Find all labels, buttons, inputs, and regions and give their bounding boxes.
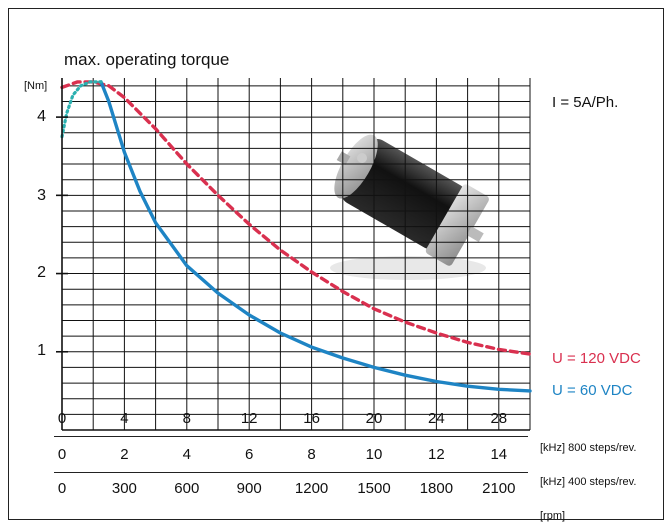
x-axis-unit-800: [kHz] 800 steps/rev.	[540, 442, 637, 454]
x-tick-label: 0	[57, 410, 67, 427]
y-tick-label: 3	[37, 187, 46, 204]
chart-title: max. operating torque	[64, 50, 230, 69]
x-tick-label: 4	[120, 410, 129, 427]
x-tick-label: 8	[182, 410, 191, 427]
x-tick-label: 2	[120, 446, 129, 463]
x-tick-label: 28	[490, 410, 508, 427]
x-tick-label: 12	[428, 446, 445, 463]
x-tick-label: 24	[428, 410, 445, 427]
x-tick-label: 1800	[419, 480, 454, 497]
x-axis-separator	[54, 436, 528, 438]
current-annotation: I = 5A/Ph.	[552, 94, 619, 111]
x-tick-label: 2100	[482, 480, 516, 497]
x-axis-unit-rpm: [rpm]	[540, 510, 566, 522]
x-axis-separator	[54, 472, 528, 474]
y-tick-label: 1	[37, 342, 46, 359]
x-tick-label: 900	[236, 480, 262, 497]
x-tick-label: 0	[57, 446, 67, 463]
x-tick-label: 10	[365, 446, 383, 463]
legend-60vdc: U = 60 VDC	[552, 382, 633, 399]
x-tick-label: 1200	[294, 480, 329, 497]
x-tick-label: 8	[307, 446, 316, 463]
x-tick-label: 6	[245, 446, 254, 463]
x-tick-label: 12	[240, 410, 258, 427]
y-tick-label: 4	[37, 108, 46, 125]
x-axis-unit-400: [kHz] 400 steps/rev.	[540, 476, 637, 488]
curves	[60, 80, 532, 393]
x-tick-label: 300	[111, 480, 137, 497]
axes	[56, 78, 530, 431]
x-tick-label: 1500	[357, 480, 391, 497]
x-tick-label: 20	[365, 410, 383, 427]
y-tick-label: 2	[37, 264, 46, 281]
series-line-u-60-vdc	[99, 80, 532, 393]
y-axis-unit: [Nm]	[24, 80, 48, 92]
x-tick-label: 0	[57, 480, 67, 497]
grid	[62, 78, 531, 430]
x-tick-label: 14	[490, 446, 508, 463]
x-tick-label: 16	[303, 410, 320, 427]
legend-120vdc: U = 120 VDC	[552, 350, 641, 367]
series-line-u-120-vdc	[60, 80, 532, 356]
series-line-unlabeled-2	[60, 80, 103, 139]
x-tick-label: 4	[182, 446, 191, 463]
x-tick-label: 600	[174, 480, 200, 497]
